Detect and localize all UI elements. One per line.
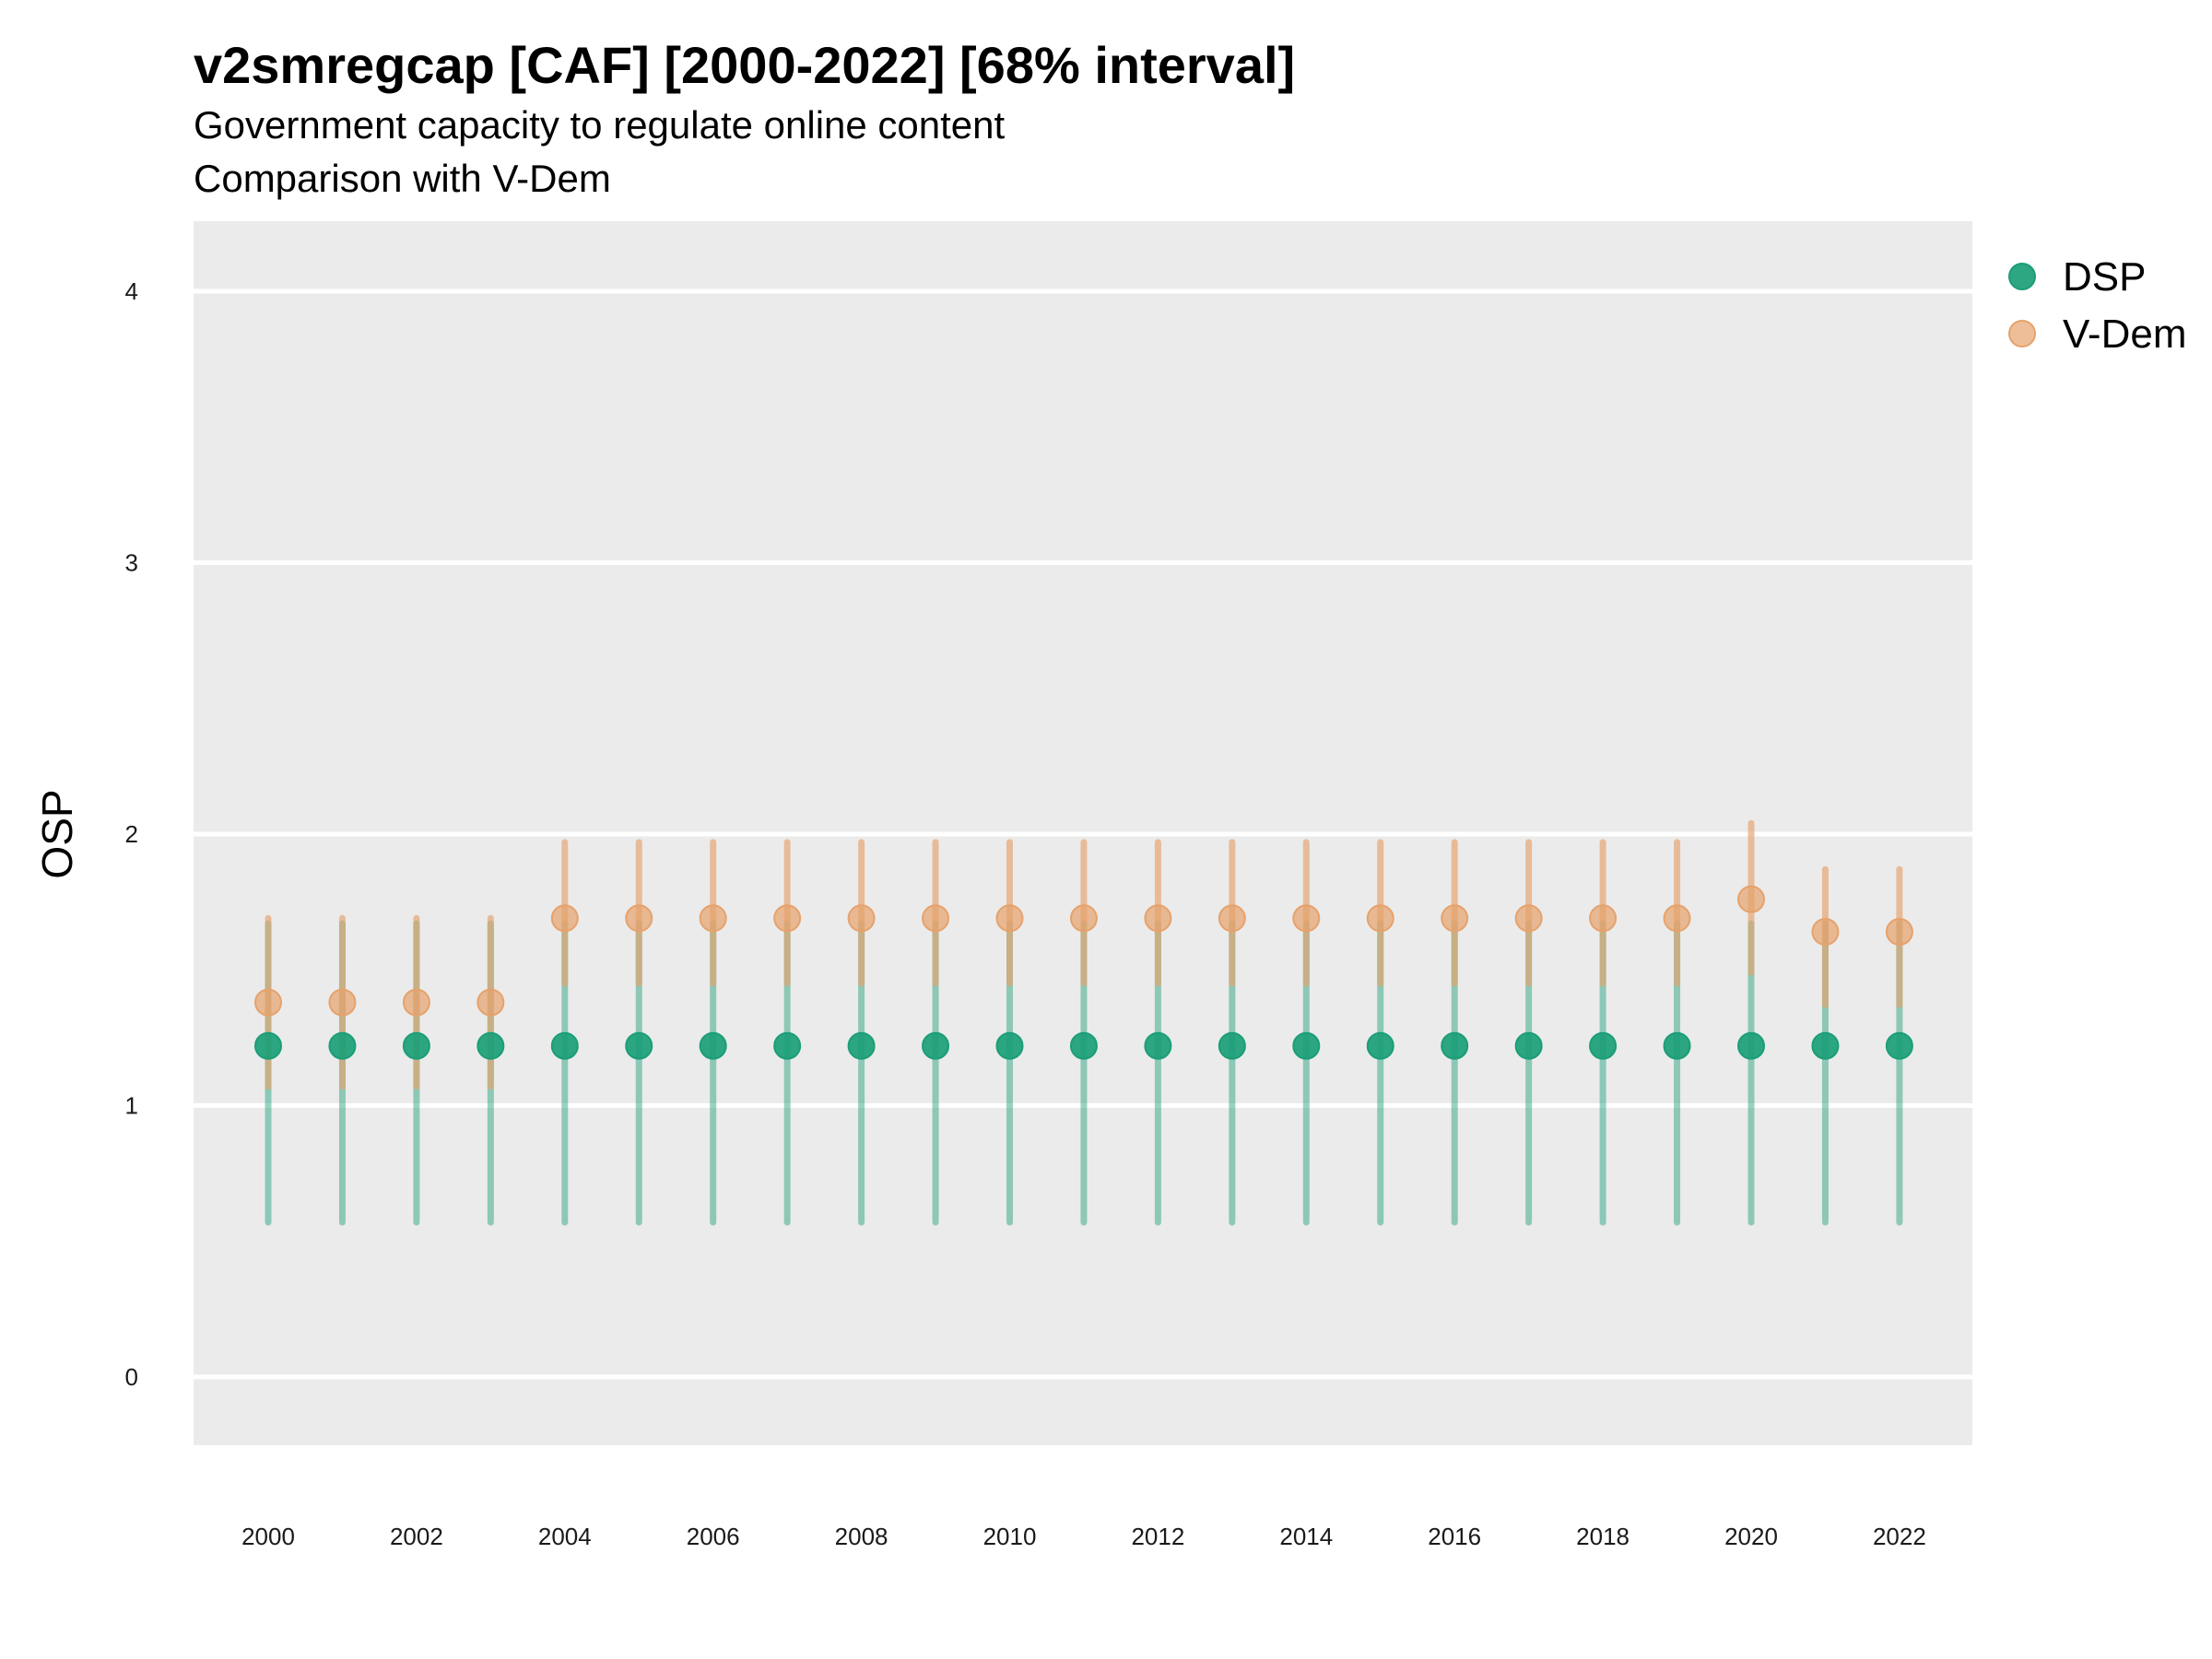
dsp-point	[1441, 1031, 1469, 1060]
dsp-point	[402, 1031, 430, 1060]
x-tick-label: 2008	[835, 1523, 888, 1550]
dsp-point	[1069, 1031, 1098, 1060]
dsp-point	[1589, 1031, 1618, 1060]
y-axis-label: OSP	[33, 789, 81, 878]
dsp-point	[1144, 1031, 1172, 1060]
chart-subtitle: Government capacity to regulate online c…	[194, 103, 1006, 147]
dsp-point	[922, 1031, 950, 1060]
legend-key-dsp	[2008, 263, 2036, 290]
v-dem-point	[328, 988, 357, 1017]
y-axis-ticks: 0 1 2 3 4	[125, 277, 138, 1391]
v-dem-point	[1366, 904, 1394, 933]
chart-subtitle-comparison: Comparison with V-Dem	[194, 157, 611, 200]
x-tick-label: 2020	[1724, 1523, 1778, 1550]
x-tick-label: 2004	[538, 1523, 592, 1550]
x-tick-label: 2022	[1873, 1523, 1926, 1550]
v-dem-point	[402, 988, 430, 1017]
v-dem-point	[1292, 904, 1321, 933]
v-dem-point	[847, 904, 876, 933]
dsp-point	[847, 1031, 876, 1060]
x-tick-label: 2012	[1131, 1523, 1184, 1550]
v-dem-point	[550, 904, 579, 933]
dsp-point	[550, 1031, 579, 1060]
y-tick-label: 0	[125, 1363, 138, 1391]
x-tick-label: 2006	[687, 1523, 740, 1550]
dsp-point	[625, 1031, 653, 1060]
v-dem-point	[773, 904, 802, 933]
dsp-point	[699, 1031, 727, 1060]
x-tick-label: 2010	[983, 1523, 1037, 1550]
x-axis-ticks: 2000 2002 2004 2006 2008 2010 2012 2014 2016 2018…	[241, 1523, 1926, 1550]
legend: DSP V-Dem	[2008, 254, 2186, 357]
legend-label-dsp: DSP	[2063, 254, 2146, 300]
x-tick-label: 2016	[1428, 1523, 1481, 1550]
v-dem-point	[699, 904, 727, 933]
dsp-point	[995, 1031, 1024, 1060]
dsp-point	[1366, 1031, 1394, 1060]
y-tick-label: 4	[125, 277, 138, 305]
interval-bars	[265, 819, 1903, 1226]
y-tick-label: 3	[125, 549, 138, 577]
v-dem-point	[625, 904, 653, 933]
v-dem-point	[1069, 904, 1098, 933]
dsp-point	[1514, 1031, 1543, 1060]
v-dem-point	[1218, 904, 1246, 933]
v-dem-point	[254, 988, 282, 1017]
x-tick-label: 2018	[1576, 1523, 1630, 1550]
v-dem-point	[1811, 918, 1840, 947]
chart-title: v2smregcap [CAF] [2000-2022] [68% interv…	[194, 36, 1296, 94]
v-dem-point	[1441, 904, 1469, 933]
legend-key-v-dem	[2008, 320, 2036, 347]
v-dem-point	[477, 988, 505, 1017]
v-dem-point	[1144, 904, 1172, 933]
dsp-point	[328, 1031, 357, 1060]
dsp-point	[1737, 1031, 1765, 1060]
v-dem-point	[1663, 904, 1691, 933]
x-tick-label: 2000	[241, 1523, 295, 1550]
y-tick-label: 1	[125, 1092, 138, 1120]
legend-label-v-dem: V-Dem	[2063, 312, 2186, 357]
dsp-point	[1663, 1031, 1691, 1060]
y-tick-label: 2	[125, 820, 138, 848]
dsp-point	[1292, 1031, 1321, 1060]
v-dem-point	[922, 904, 950, 933]
dsp-point	[1811, 1031, 1840, 1060]
data-points	[254, 885, 1913, 1060]
v-dem-point	[1589, 904, 1618, 933]
v-dem-point	[1514, 904, 1543, 933]
dsp-point	[773, 1031, 802, 1060]
x-tick-label: 2014	[1279, 1523, 1333, 1550]
dsp-point	[254, 1031, 282, 1060]
dsp-point	[1218, 1031, 1246, 1060]
v-dem-point	[1885, 918, 1913, 947]
v-dem-point	[1737, 885, 1765, 913]
dsp-point	[1885, 1031, 1913, 1060]
dsp-point	[477, 1031, 505, 1060]
x-tick-label: 2002	[390, 1523, 443, 1550]
v-dem-point	[995, 904, 1024, 933]
gridlines	[194, 288, 1972, 1380]
